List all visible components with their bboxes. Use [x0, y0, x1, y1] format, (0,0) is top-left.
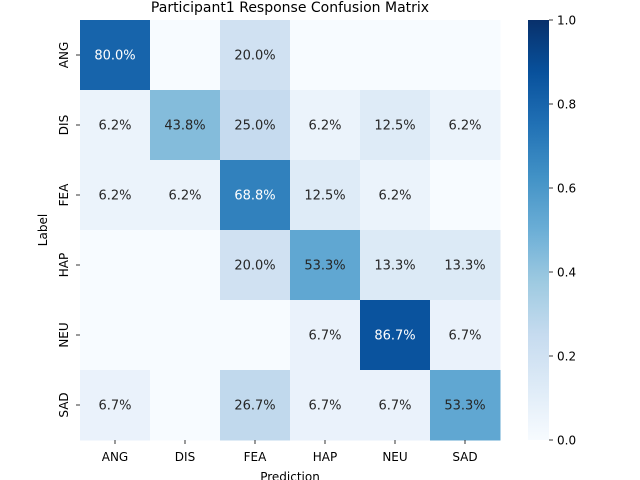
heatmap-cell: [80, 90, 151, 161]
cell-annotation: 53.3%: [304, 259, 345, 274]
y-tick-label: DIS: [57, 115, 71, 135]
heatmap-cell: [430, 160, 501, 231]
heatmap-cell: [220, 370, 291, 441]
cell-annotation: 6.7%: [308, 399, 341, 414]
cell-annotation: 20.0%: [234, 49, 275, 64]
y-tick-label: HAP: [57, 253, 71, 277]
cell-annotation: 68.8%: [234, 189, 275, 204]
x-tick-label: HAP: [313, 450, 337, 464]
heatmap-cell: [80, 300, 151, 371]
x-tick-label: SAD: [452, 450, 477, 464]
cell-annotation: 25.0%: [234, 119, 275, 134]
chart-title: Participant1 Response Confusion Matrix: [151, 0, 429, 16]
heatmap-cell: [290, 160, 361, 231]
colorbar-tick-label: 0.2: [557, 350, 576, 364]
heatmap-cell: [80, 20, 151, 91]
heatmap-cell: [220, 300, 291, 371]
colorbar: 0.0 0.2 0.4 0.6 0.8 1.0: [528, 14, 576, 448]
cell-annotation: 6.7%: [378, 399, 411, 414]
colorbar-gradient: [528, 20, 549, 440]
y-axis-ticks: ANG DIS FEA HAP NEU SAD: [57, 42, 80, 418]
heatmap-cell: [360, 160, 431, 231]
cell-annotation: 86.7%: [374, 329, 415, 344]
cell-annotation: 26.7%: [234, 399, 275, 414]
colorbar-tick-label: 0.6: [557, 182, 576, 196]
cell-annotation: 12.5%: [374, 119, 415, 134]
x-axis-ticks: ANG DIS FEA HAP NEU SAD: [102, 440, 478, 464]
cell-annotation: 6.7%: [98, 399, 131, 414]
heatmap-cell: [220, 20, 291, 91]
cell-annotation: 80.0%: [94, 49, 135, 64]
y-tick-label: FEA: [57, 183, 71, 206]
heatmap-cell: [360, 90, 431, 161]
heatmap-cell: [290, 90, 361, 161]
heatmap-cell: [360, 230, 431, 301]
heatmap-cell: [360, 20, 431, 91]
heatmap-cell: [80, 370, 151, 441]
colorbar-tick-label: 0.8: [557, 98, 576, 112]
heatmap-cells: 80.0% 20.0% 6.2% 43.8% 25.0% 6.2% 12.5% 6.2% 6.2…: [80, 20, 501, 441]
cell-annotation: 12.5%: [304, 189, 345, 204]
heatmap-cell: [150, 20, 221, 91]
cell-annotation: 13.3%: [444, 259, 485, 274]
cell-annotation: 6.2%: [308, 119, 341, 134]
heatmap-cell: [150, 230, 221, 301]
heatmap-cell: [220, 230, 291, 301]
y-axis-label: Label: [36, 214, 50, 246]
cell-annotation: 6.7%: [308, 329, 341, 344]
y-tick-label: NEU: [57, 322, 71, 347]
heatmap-cell: [220, 90, 291, 161]
cell-annotation: 20.0%: [234, 259, 275, 274]
cell-annotation: 6.2%: [98, 119, 131, 134]
colorbar-tick-label: 0.4: [557, 266, 576, 280]
heatmap-cell: [290, 300, 361, 371]
x-tick-label: ANG: [102, 450, 128, 464]
heatmap-cell: [80, 230, 151, 301]
x-tick-label: DIS: [175, 450, 195, 464]
heatmap-cell: [150, 90, 221, 161]
colorbar-tick-label: 1.0: [557, 14, 576, 28]
cell-annotation: 43.8%: [164, 119, 205, 134]
cell-annotation: 6.2%: [98, 189, 131, 204]
cell-annotation: 13.3%: [374, 259, 415, 274]
heatmap-cell: [290, 20, 361, 91]
heatmap-cell: [150, 300, 221, 371]
heatmap-cell: [150, 370, 221, 441]
heatmap-cell: [360, 370, 431, 441]
heatmap-cell: [430, 370, 501, 441]
heatmap-cell: [430, 300, 501, 371]
colorbar-tick-label: 0.0: [557, 434, 576, 448]
heatmap-cell: [430, 90, 501, 161]
heatmap-cell: [220, 160, 291, 231]
y-tick-label: ANG: [57, 42, 71, 68]
cell-annotation: 53.3%: [444, 399, 485, 414]
heatmap-cell: [150, 160, 221, 231]
heatmap-cell: [290, 230, 361, 301]
x-axis-label: Prediction: [260, 470, 320, 480]
x-tick-label: NEU: [382, 450, 407, 464]
y-tick-label: SAD: [57, 392, 71, 417]
x-tick-label: FEA: [244, 450, 267, 464]
cell-annotation: 6.2%: [168, 189, 201, 204]
cell-annotation: 6.7%: [448, 329, 481, 344]
heatmap-cell: [290, 370, 361, 441]
cell-annotation: 6.2%: [448, 119, 481, 134]
heatmap-cell: [80, 160, 151, 231]
heatmap-cell: [430, 20, 501, 91]
heatmap-cell: [430, 230, 501, 301]
heatmap-cell: [360, 300, 431, 371]
cell-annotation: 6.2%: [378, 189, 411, 204]
